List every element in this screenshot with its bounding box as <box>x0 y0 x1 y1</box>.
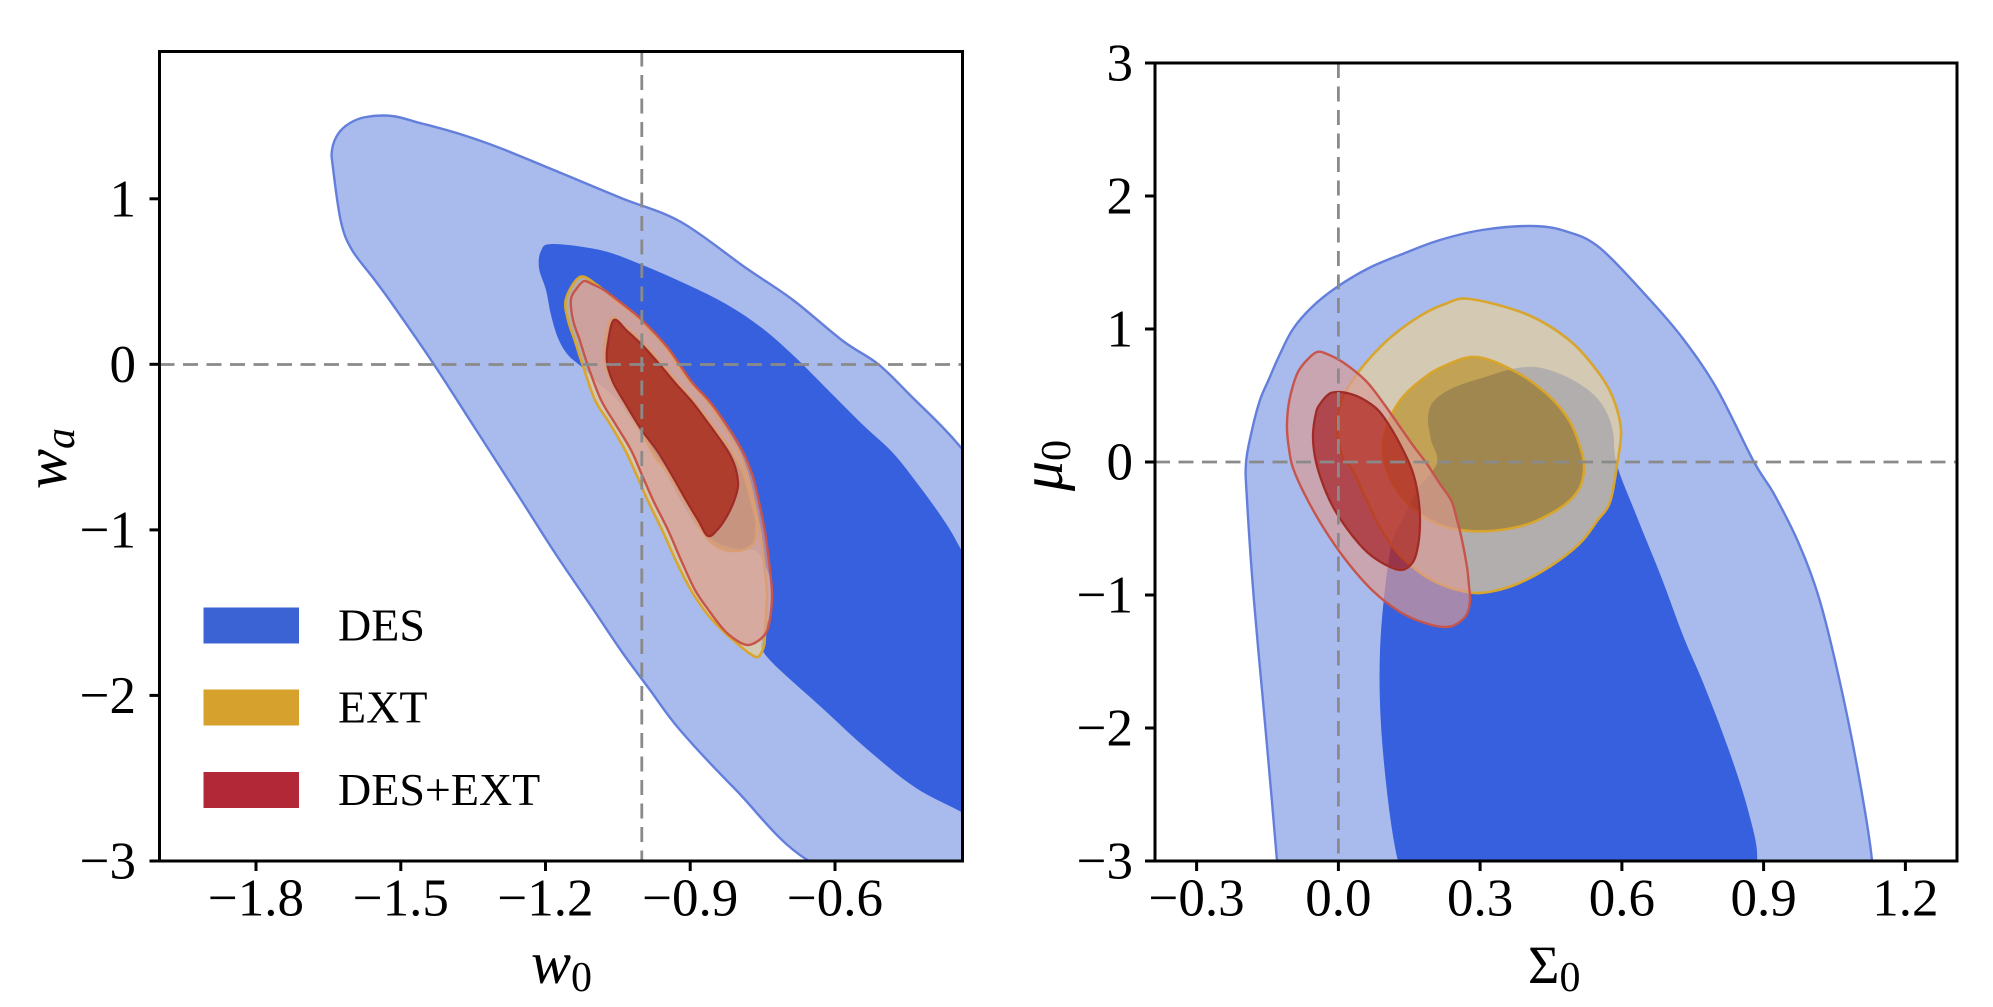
svg-text:3: 3 <box>1107 35 1134 93</box>
svg-text:0: 0 <box>110 336 137 394</box>
svg-text:0.6: 0.6 <box>1589 870 1655 928</box>
svg-text:0.0: 0.0 <box>1305 870 1371 928</box>
svg-text:1: 1 <box>1107 301 1134 359</box>
svg-text:−1.8: −1.8 <box>208 870 304 928</box>
svg-text:EXT: EXT <box>338 682 427 733</box>
svg-text:−2: −2 <box>1077 700 1133 758</box>
svg-text:DES+EXT: DES+EXT <box>338 764 540 815</box>
svg-text:−1: −1 <box>1077 567 1133 625</box>
svg-text:−2: −2 <box>80 667 136 725</box>
svg-text:1.2: 1.2 <box>1872 870 1938 928</box>
svg-text:DES: DES <box>338 600 425 651</box>
svg-text:2: 2 <box>1107 168 1134 226</box>
svg-text:−0.6: −0.6 <box>787 870 883 928</box>
svg-text:1: 1 <box>110 170 137 228</box>
svg-text:−1: −1 <box>80 501 136 559</box>
svg-text:−3: −3 <box>80 833 136 891</box>
svg-text:0: 0 <box>1107 434 1134 492</box>
svg-text:0.3: 0.3 <box>1447 870 1513 928</box>
svg-text:−1.5: −1.5 <box>353 870 449 928</box>
svg-text:0.9: 0.9 <box>1730 870 1796 928</box>
svg-text:−0.3: −0.3 <box>1149 870 1245 928</box>
svg-text:−1.2: −1.2 <box>497 870 593 928</box>
svg-text:−3: −3 <box>1077 833 1133 891</box>
svg-text:−0.9: −0.9 <box>642 870 738 928</box>
